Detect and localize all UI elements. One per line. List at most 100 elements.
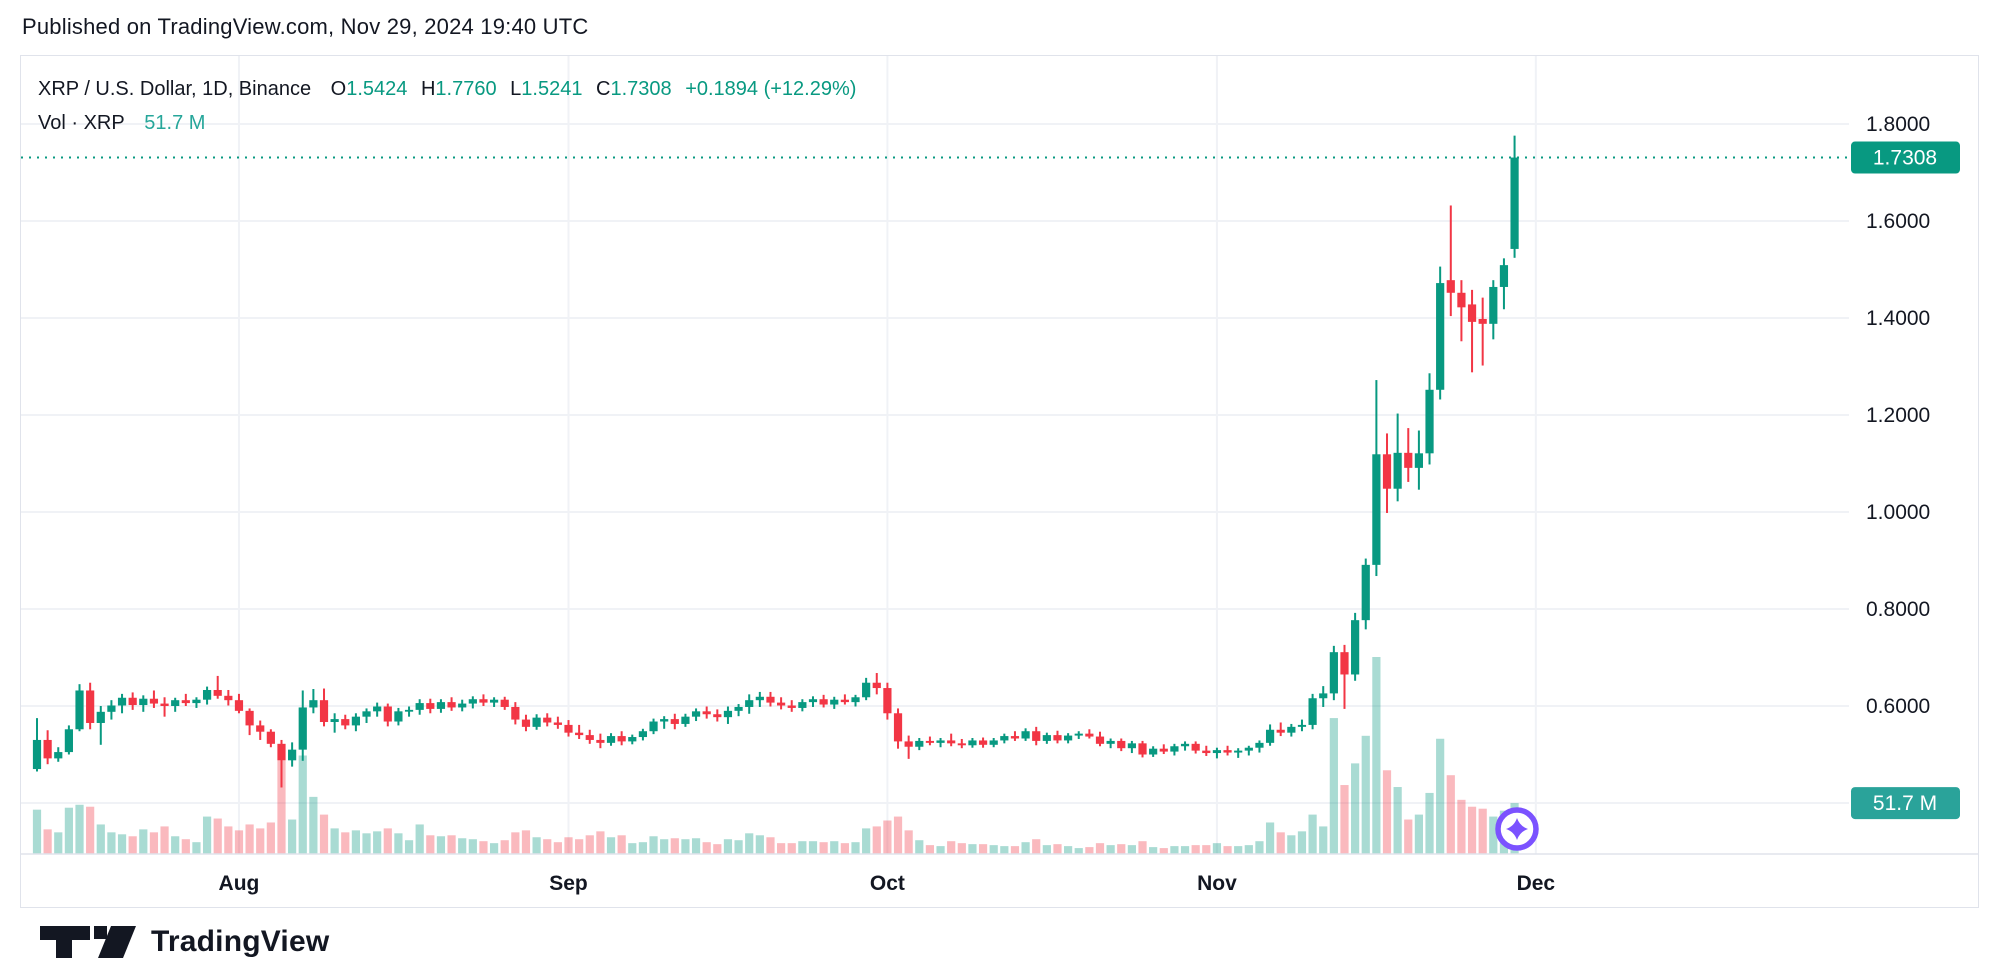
candle-body (1425, 389, 1434, 454)
low-value: 1.5241 (521, 78, 583, 100)
volume-bar (117, 834, 127, 854)
open-label: O (330, 78, 347, 100)
volume-bar (330, 828, 339, 854)
volume-bar (1382, 770, 1392, 854)
sparkle-sticker-icon (1495, 807, 1539, 851)
volume-bar (755, 835, 764, 854)
volume-bar (1308, 814, 1317, 854)
candle-body (1510, 157, 1519, 249)
candle-body (1234, 750, 1243, 753)
volume-bar (649, 836, 658, 854)
candle-body (1074, 733, 1083, 736)
candle-body (1117, 740, 1126, 749)
price-axis-label: 0.6000 (1866, 695, 1930, 718)
candle-wick (1449, 205, 1452, 317)
candle-body (989, 740, 998, 745)
candle-body (1319, 693, 1328, 699)
candle-body (489, 699, 499, 703)
candle-body (309, 700, 318, 708)
volume-bar (181, 839, 190, 854)
candle-body (521, 719, 531, 727)
volume-bar (606, 837, 616, 854)
volume-bar (862, 828, 871, 854)
volume-bar (298, 755, 307, 854)
candle-wick (843, 694, 846, 705)
candle-body (978, 740, 988, 745)
volume-bar (681, 839, 690, 854)
candle-body (1436, 283, 1445, 390)
candle-wick (184, 693, 187, 706)
candle-body (139, 698, 148, 706)
last-price-badge (1851, 141, 1960, 174)
candle-body (1053, 735, 1062, 741)
candle-body (915, 740, 924, 747)
candle-body (1287, 726, 1296, 733)
candle-body (606, 736, 616, 743)
candle-body (1265, 729, 1275, 743)
volume-bar (808, 841, 818, 854)
tradingview-footer[interactable]: TradingView (38, 922, 329, 962)
candle-body (500, 699, 509, 707)
candle-body (149, 698, 159, 704)
candle-body (553, 722, 562, 725)
candle-wick (1343, 644, 1346, 709)
candle-wick (907, 735, 910, 759)
candle-body (936, 740, 945, 743)
volume-bar (362, 833, 371, 854)
candlestick-chart[interactable]: Aug Sep Oct Nov Dec 1.8000 1.6000 1.4000 1.2000 1… (21, 56, 1978, 907)
candle-body (1180, 743, 1190, 747)
volume-bar (713, 844, 722, 854)
candle-body (75, 690, 84, 730)
volume-badge (1851, 787, 1960, 820)
volume-bar (1064, 846, 1073, 854)
candle-body (351, 716, 360, 726)
candle-body (681, 716, 690, 724)
volume-bar (202, 816, 212, 854)
volume-bar (1159, 848, 1168, 854)
volume-bar (1010, 846, 1020, 854)
candle-body (1159, 748, 1168, 752)
volume-bar (968, 844, 977, 854)
tradingview-brand-text: TradingView (151, 925, 330, 958)
candle-body (1393, 452, 1402, 489)
candle-body (1351, 620, 1360, 675)
volume-bar (915, 840, 924, 854)
candle-body (1149, 748, 1158, 755)
volume-bar (1085, 847, 1094, 854)
volume-bar (1319, 826, 1328, 854)
candle-body (596, 739, 605, 743)
volume-bar (511, 832, 520, 854)
volume-bar (1457, 799, 1466, 854)
candle-wick (333, 713, 336, 733)
symbol-title: XRP / U.S. Dollar, 1D, Binance (38, 78, 312, 100)
volume-bar (1489, 816, 1498, 854)
candle-wick (578, 724, 581, 739)
candle-body (617, 736, 626, 742)
candle-body (415, 703, 424, 710)
candle-body (1032, 731, 1041, 741)
volume-bar (1212, 843, 1222, 854)
candle-wick (1215, 747, 1218, 759)
volume-bar (436, 836, 446, 854)
candle-body (288, 749, 297, 761)
volume-bar (1053, 844, 1062, 854)
volume-bar (96, 824, 105, 854)
candle-body (436, 702, 446, 709)
candle-body (840, 699, 849, 703)
volume-bar (819, 842, 828, 854)
candle-body (723, 710, 733, 718)
candle-body (1382, 454, 1392, 489)
candle-body (1244, 747, 1253, 751)
candle-body (1127, 743, 1136, 749)
volume-badge-text: 51.7 M (1873, 792, 1937, 815)
candle-body (808, 699, 818, 703)
high-value: 1.7760 (435, 78, 497, 100)
candle-body (947, 740, 956, 744)
candle-body (160, 703, 169, 706)
volume-bar (1393, 787, 1402, 854)
candle-body (649, 721, 658, 732)
candle-body (925, 740, 935, 743)
candle-body (117, 697, 127, 706)
candle-wick (1481, 297, 1484, 366)
